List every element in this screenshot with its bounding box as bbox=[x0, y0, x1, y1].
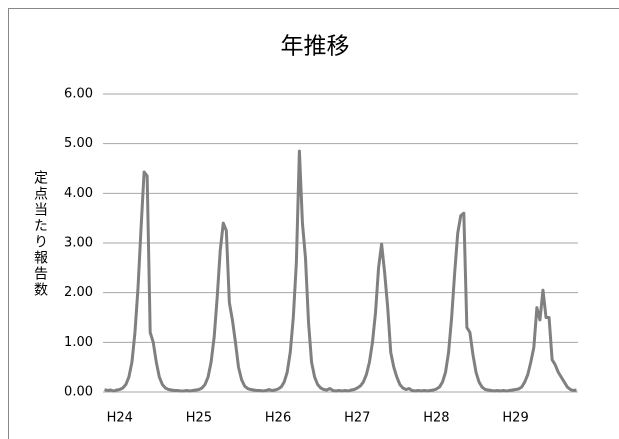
y-tick-label: 1.00 bbox=[64, 335, 93, 350]
y-tick-label: 6.00 bbox=[64, 87, 93, 102]
y-tick-label: 2.00 bbox=[64, 285, 93, 300]
x-tick-label: H29 bbox=[502, 411, 528, 426]
line-series bbox=[104, 149, 577, 393]
y-tick-label: 0.00 bbox=[64, 385, 93, 400]
x-tick-label: H28 bbox=[423, 411, 449, 426]
y-tick-label: 5.00 bbox=[64, 136, 93, 151]
x-tick-label: H26 bbox=[265, 411, 291, 426]
chart-title: 年推移 bbox=[281, 34, 350, 60]
x-tick-label: H27 bbox=[344, 411, 370, 426]
y-tick-label: 3.00 bbox=[64, 236, 93, 251]
x-tick-label: H24 bbox=[107, 411, 133, 426]
x-tick-label: H25 bbox=[186, 411, 212, 426]
y-tick-label: 4.00 bbox=[64, 186, 93, 201]
y-axis-label: 定点当たり報告数 bbox=[32, 170, 48, 298]
